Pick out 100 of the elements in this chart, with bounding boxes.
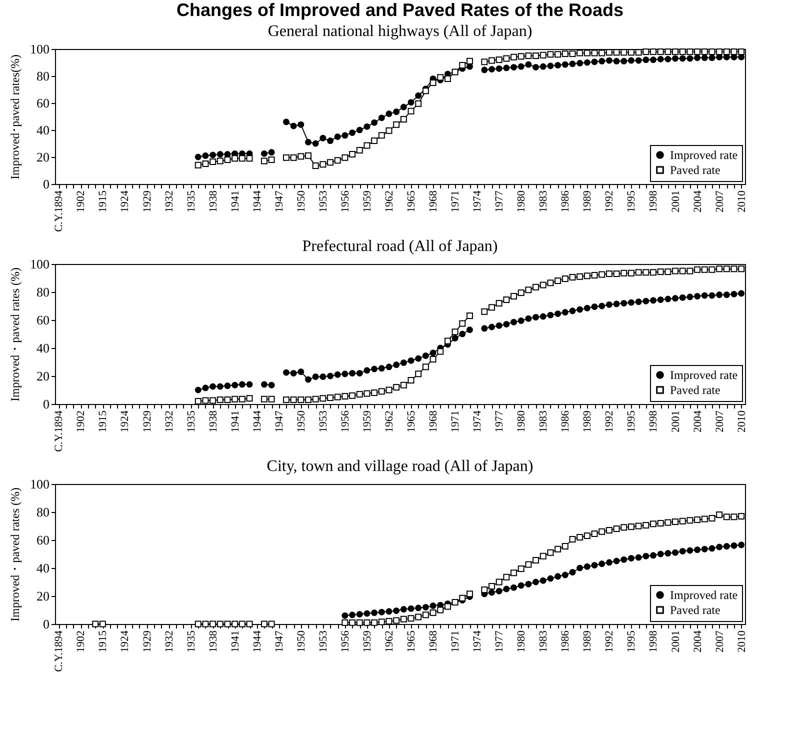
x-tick-label: 1956 (339, 410, 352, 432)
x-tick-label: 1935 (185, 190, 198, 212)
point (503, 586, 510, 592)
x-tick-label: 1935 (185, 630, 198, 652)
point (657, 550, 664, 558)
x-tick-label: 1989 (582, 410, 594, 432)
x-tick-label: 1953 (317, 630, 330, 652)
y-tick-label: 60 (36, 312, 50, 328)
x-tick-label: 1971 (450, 630, 462, 652)
x-tick-label: 1929 (141, 190, 154, 212)
x-tick-label: 1983 (538, 410, 550, 432)
point (628, 554, 634, 562)
point (562, 572, 568, 578)
x-tick-label: 1992 (604, 630, 616, 652)
x-tick-label: 1992 (604, 410, 616, 432)
x-tick-label: 1924 (119, 410, 132, 432)
point (488, 589, 495, 596)
point (386, 608, 392, 615)
x-tick-label: 1989 (582, 190, 594, 212)
x-tick-label: C.Y.1894 (53, 410, 66, 452)
y-tick-label: 80 (36, 68, 50, 84)
x-tick-label: 2007 (714, 190, 726, 212)
x-tick-label: 1947 (273, 410, 286, 432)
x-tick-label: 1968 (428, 190, 440, 212)
x-tick-label: 1950 (295, 630, 308, 652)
point (635, 554, 642, 561)
x-tick-label: 1924 (119, 190, 132, 212)
y-tick-label: 20 (36, 150, 50, 164)
point (378, 608, 385, 616)
x-tick-label: 1959 (361, 190, 374, 212)
legend-label: Paved rate (670, 603, 720, 617)
point (679, 548, 686, 554)
point (400, 606, 407, 613)
x-tick-label: 1983 (538, 190, 550, 212)
point (723, 543, 730, 550)
point (738, 542, 745, 548)
x-tick-label: 1971 (450, 410, 462, 432)
x-tick-label: 1968 (428, 410, 440, 432)
point (620, 556, 628, 563)
point (371, 610, 378, 616)
point (708, 545, 716, 552)
x-tick-label: 1932 (163, 410, 176, 432)
y-tick-label: 20 (36, 368, 50, 384)
y-tick-label: 80 (36, 284, 50, 300)
x-tick-label: 2007 (714, 630, 726, 652)
y-tick-label: 0 (43, 176, 50, 192)
point (540, 577, 546, 584)
y-tick-label: 100 (30, 256, 50, 272)
x-tick-label: 1956 (339, 630, 352, 652)
x-tick-label: 1962 (383, 190, 396, 212)
y-axis-title: Improved・paved rates (%) (8, 488, 22, 622)
x-tick-label: 2004 (692, 410, 704, 432)
x-tick-label: 1938 (207, 190, 220, 212)
point (591, 562, 598, 568)
x-tick-label: 2010 (736, 630, 748, 652)
point (584, 563, 590, 570)
x-tick-label: 1932 (163, 630, 176, 652)
point (364, 610, 370, 617)
x-tick-label: 1941 (229, 190, 242, 212)
x-tick-label: 1980 (516, 410, 528, 432)
point (606, 559, 612, 566)
point (576, 564, 584, 572)
x-tick-label: 1915 (97, 410, 110, 432)
x-tick-label: 1944 (251, 190, 264, 212)
x-tick-label: 1983 (538, 630, 550, 652)
y-tick-label: 40 (36, 560, 50, 576)
x-tick-label: 1998 (648, 190, 660, 212)
x-tick-label: 1915 (97, 190, 110, 212)
x-tick-label: 1947 (273, 630, 286, 652)
point (532, 578, 540, 586)
point (415, 604, 422, 612)
y-axis-title: Improved･paved rates(%) (8, 54, 22, 180)
chart-title: Prefectural road (All of Japan) (302, 238, 498, 255)
x-tick-label: C.Y.1894 (53, 190, 66, 232)
y-tick-label: 60 (36, 96, 50, 110)
point (569, 568, 576, 576)
x-tick-label: 1971 (450, 190, 462, 212)
x-tick-label: 1947 (273, 190, 286, 212)
point (547, 575, 554, 582)
x-tick-label: 1968 (428, 630, 440, 652)
x-tick-label: 2010 (736, 190, 748, 212)
x-tick-label: 1924 (119, 630, 132, 652)
point (613, 558, 620, 564)
point (598, 560, 606, 568)
x-tick-label: 1959 (361, 630, 374, 652)
x-tick-label: 1938 (207, 410, 220, 432)
x-tick-label: 1977 (494, 410, 506, 432)
x-tick-label: 1941 (229, 410, 242, 432)
y-tick-label: 80 (36, 504, 50, 520)
x-tick-label: 1950 (295, 410, 308, 432)
x-tick-label: 1986 (560, 410, 572, 432)
chart-subtitle: General national highways (All of Japan) (268, 23, 532, 40)
x-tick-label: 2001 (670, 630, 682, 652)
point (672, 549, 679, 556)
y-tick-label: 0 (43, 396, 50, 412)
x-tick-label: 1986 (560, 190, 572, 212)
legend-label: Paved rate (670, 163, 720, 177)
point (496, 588, 502, 594)
x-tick-label: 1965 (406, 630, 418, 652)
x-tick-label: 1929 (141, 410, 154, 432)
